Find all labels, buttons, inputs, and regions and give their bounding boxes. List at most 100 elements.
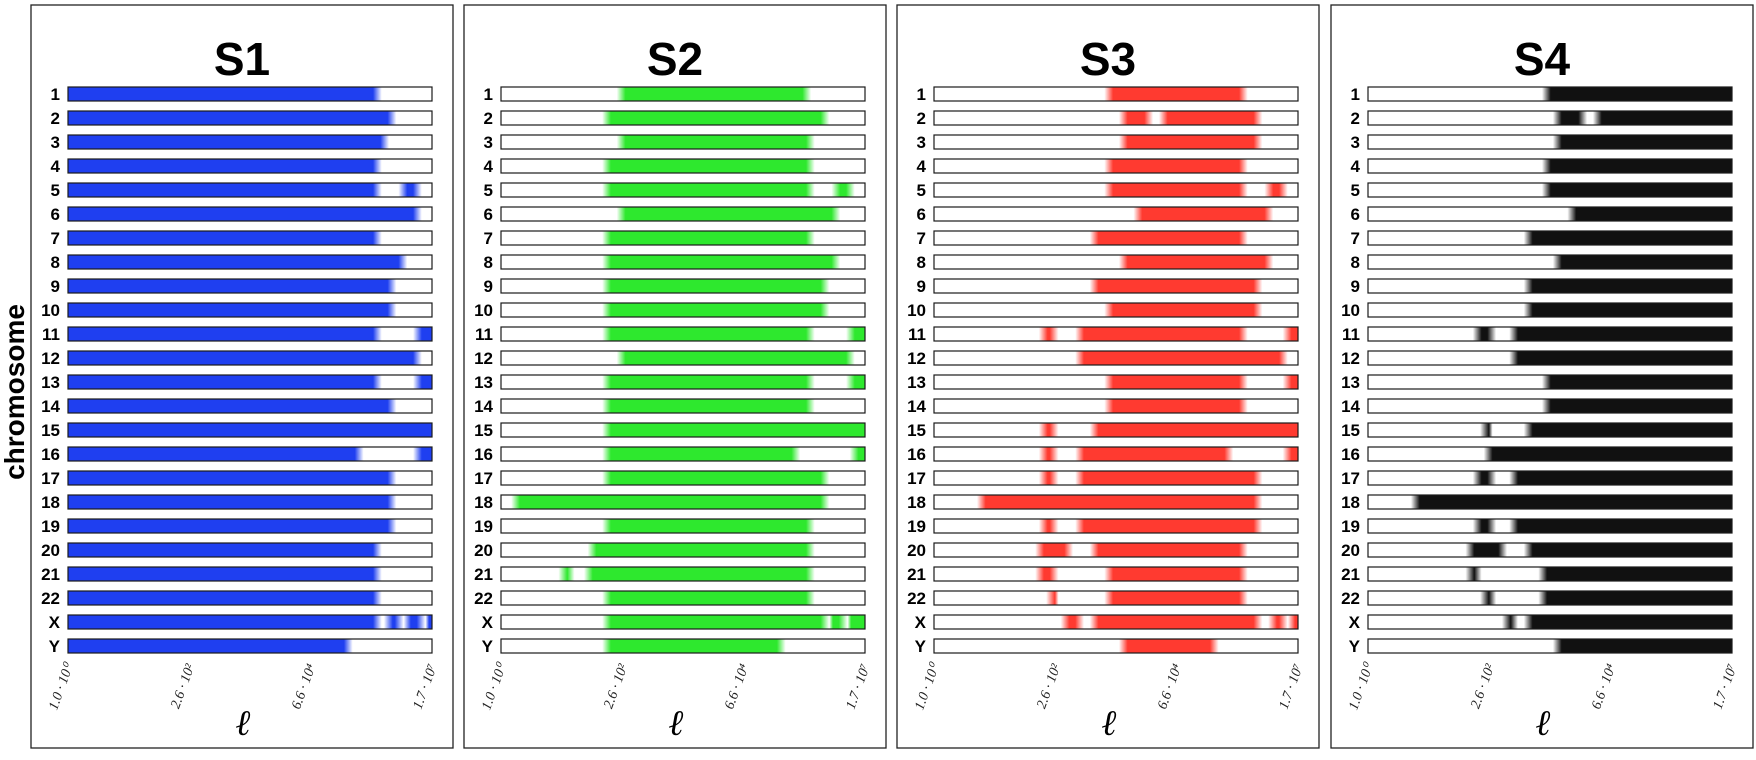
chromosome-track (1367, 398, 1733, 414)
chromosome-label: 17 (1341, 469, 1360, 488)
chromosome-label: 15 (41, 421, 60, 440)
panel-s2: S212345678910111213141516171819202122XY1… (463, 4, 887, 749)
chromosome-track (933, 134, 1299, 150)
chromosome-band (1368, 495, 1732, 509)
chromosome-label: 20 (41, 541, 60, 560)
chromosome-track (933, 518, 1299, 534)
chromosome-label: 13 (474, 373, 493, 392)
chromosome-label: 22 (1341, 589, 1360, 608)
chromosome-track (67, 422, 433, 438)
chromosome-label: 8 (51, 253, 60, 272)
chromosome-label: 16 (907, 445, 926, 464)
chromosome-label: 2 (1351, 109, 1360, 128)
chromosome-label: 10 (41, 301, 60, 320)
chromosome-track (933, 278, 1299, 294)
chromosome-label: 4 (484, 157, 494, 176)
chromosome-band (501, 183, 865, 197)
panel-s4: S412345678910111213141516171819202122XY1… (1330, 4, 1754, 749)
chromosome-label: 7 (51, 229, 60, 248)
chromosome-label: 21 (1341, 565, 1360, 584)
chromosome-band (68, 543, 432, 557)
chromosome-label: Y (49, 637, 61, 656)
chromosome-track (500, 110, 866, 126)
chromosome-band (934, 183, 1298, 197)
chromosome-label: 7 (917, 229, 926, 248)
panel-s1: S112345678910111213141516171819202122XY1… (30, 4, 454, 749)
chromosome-track (1367, 158, 1733, 174)
chromosome-label: 14 (474, 397, 493, 416)
chromosome-track (67, 566, 433, 582)
x-axis-label: ℓ (1101, 703, 1116, 743)
chromosome-label: 9 (1351, 277, 1360, 296)
chromosome-band (934, 639, 1298, 653)
chromosome-label: 18 (907, 493, 926, 512)
chromosome-track (1367, 86, 1733, 102)
chromosome-band (501, 87, 865, 101)
chromosome-band (68, 375, 432, 389)
chromosome-band (934, 87, 1298, 101)
chromosome-label: 1 (917, 85, 926, 104)
chromosome-label: 14 (1341, 397, 1360, 416)
chromosome-label: 6 (484, 205, 493, 224)
chromosome-track (500, 470, 866, 486)
chromosome-band (68, 495, 432, 509)
chromosome-track (67, 278, 433, 294)
chromosome-label: 4 (1351, 157, 1361, 176)
chromosome-label: 11 (475, 325, 493, 344)
chromosome-label: 1 (51, 85, 60, 104)
chromosome-band (1368, 207, 1732, 221)
chromosome-label: 4 (917, 157, 927, 176)
chromosome-band (1368, 639, 1732, 653)
chromosome-label: 7 (484, 229, 493, 248)
chromosome-track (67, 446, 433, 462)
chromosome-band (1368, 375, 1732, 389)
chromosome-label: X (482, 613, 494, 632)
chromosome-track (933, 422, 1299, 438)
chromosome-label: 20 (1341, 541, 1360, 560)
chromosome-label: 13 (907, 373, 926, 392)
chromosome-label: 8 (917, 253, 926, 272)
chromosome-track (1367, 590, 1733, 606)
chromosome-label: 2 (917, 109, 926, 128)
chromosome-band (934, 615, 1298, 629)
chromosome-track (500, 158, 866, 174)
chromosome-label: 11 (908, 325, 926, 344)
chromosome-track (67, 350, 433, 366)
chromosome-track (1367, 494, 1733, 510)
chromosome-label: 3 (917, 133, 926, 152)
chromosome-label: 7 (1351, 229, 1360, 248)
chromosome-label: 22 (907, 589, 926, 608)
chromosome-track (67, 206, 433, 222)
chromosome-band (501, 351, 865, 365)
chromosome-label: X (1349, 613, 1361, 632)
chromosome-label: 21 (474, 565, 493, 584)
chromosome-label: 3 (484, 133, 493, 152)
chromosome-label: 6 (1351, 205, 1360, 224)
chromosome-label: 18 (41, 493, 60, 512)
panel-title: S4 (1514, 33, 1571, 85)
y-axis-label: chromosome (0, 304, 30, 480)
chromosome-band (1368, 183, 1732, 197)
chromosome-track (1367, 470, 1733, 486)
chromosome-label: 14 (907, 397, 926, 416)
chromosome-track (933, 182, 1299, 198)
chromosome-track (933, 494, 1299, 510)
chromosome-track (1367, 182, 1733, 198)
chromosome-label: Y (1349, 637, 1361, 656)
chromosome-label: 22 (474, 589, 493, 608)
chromosome-label: 1 (1351, 85, 1360, 104)
chromosome-label: 15 (907, 421, 926, 440)
chromosome-band (68, 255, 432, 269)
chromosome-band (501, 135, 865, 149)
chromosome-track (500, 494, 866, 510)
chromosome-band (934, 447, 1298, 461)
chromosome-track (933, 302, 1299, 318)
chromosome-band (934, 495, 1298, 509)
chromosome-track (67, 614, 433, 630)
chromosome-track (1367, 518, 1733, 534)
chromosome-band (934, 399, 1298, 413)
chromosome-label: 9 (51, 277, 60, 296)
chromosome-label: 11 (42, 325, 60, 344)
chromosome-label: X (49, 613, 61, 632)
